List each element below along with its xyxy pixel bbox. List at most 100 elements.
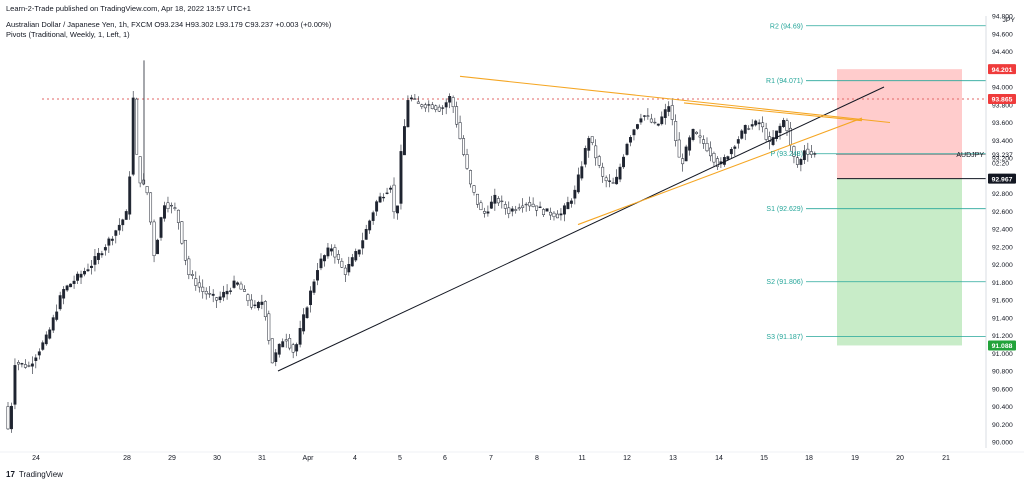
candle-body (277, 343, 281, 355)
candle-body (10, 405, 13, 430)
candle-body (583, 148, 587, 165)
triangle-upper-line (459, 75, 891, 124)
candle-body (336, 254, 340, 260)
candle-body (260, 301, 264, 305)
candle-body (152, 221, 156, 257)
price-tick-label: 93.400 (992, 138, 1013, 145)
candle-body (604, 177, 608, 182)
candle-body (451, 97, 455, 108)
pivot-label: S2 (91.806) (766, 279, 803, 286)
price-tick-label: 93.600 (992, 120, 1013, 127)
candle-body (190, 274, 194, 276)
candle-body (312, 281, 316, 293)
candle-body (361, 240, 365, 249)
candle-body (218, 296, 222, 301)
candle-body (792, 146, 796, 157)
pivot-lines (42, 25, 986, 338)
tradingview-branding: 17 TradingView (6, 470, 63, 479)
candle-body (284, 339, 288, 342)
trendline-drawings (277, 75, 891, 372)
symbol-label: AUDJPY (956, 152, 984, 159)
candle-body (256, 302, 260, 309)
candle-body (302, 314, 306, 332)
publish-info: Learn-2-Trade published on TradingView.c… (6, 4, 251, 13)
candle-body (173, 207, 177, 209)
candle-body (58, 295, 62, 310)
candle-body (590, 136, 594, 143)
candle-body (510, 208, 514, 212)
price-tag-box (988, 340, 1016, 351)
pivot-label: S1 (92.629) (766, 206, 803, 213)
candle-body (629, 137, 632, 143)
candle-body (566, 202, 570, 210)
candle-body (802, 150, 806, 161)
candle-body (795, 157, 799, 165)
candle-body (521, 205, 525, 208)
price-tick-label: 91.600 (992, 298, 1013, 305)
candle-body (211, 293, 215, 296)
candle-body (103, 247, 107, 251)
candle-body (270, 338, 274, 364)
candle-body (597, 156, 601, 166)
candle-body (444, 102, 448, 108)
candle-body (93, 256, 97, 265)
candle-body (263, 301, 267, 318)
candle-body (326, 247, 330, 257)
candle-body (79, 273, 83, 278)
candle-body (110, 238, 114, 241)
candle-body (622, 156, 625, 168)
price-tick-label: 90.800 (992, 369, 1013, 376)
candle-body (677, 139, 681, 158)
price-tick-label: 90.000 (992, 440, 1013, 447)
candle-body (496, 198, 500, 204)
candle-body (156, 239, 159, 255)
price-tick-label: 91.400 (992, 315, 1013, 322)
candle-body (402, 126, 406, 156)
candle-body (712, 153, 716, 163)
candle-body (663, 109, 667, 118)
price-tick-label: 92.400 (992, 227, 1013, 234)
candle-body (131, 97, 135, 175)
candle-body (225, 290, 229, 295)
candle-body (493, 194, 497, 204)
candle-body (441, 107, 445, 109)
candle-body (448, 96, 452, 103)
price-tick-label: 91.000 (992, 351, 1013, 358)
candle-body (764, 128, 768, 140)
candle-body (674, 121, 678, 141)
candle-body (90, 265, 93, 268)
price-tick-label: 90.600 (992, 386, 1013, 393)
candle-body (486, 211, 490, 214)
candle-body (757, 122, 761, 125)
candle-body (768, 136, 772, 142)
candle-body (239, 283, 243, 290)
candle-body (368, 220, 372, 231)
candle-body (288, 338, 292, 349)
candle-body (295, 344, 299, 352)
pivots-indicator-label[interactable]: Pivots (Traditional, Weekly, 1, Left, 1) (6, 30, 130, 39)
candle-body (329, 248, 333, 252)
candle-body (573, 189, 577, 199)
time-tick-label: 18 (805, 455, 813, 462)
candle-body (549, 211, 552, 216)
candle-body (413, 98, 417, 100)
candle-body (274, 352, 278, 362)
candle-body (34, 357, 38, 361)
candle-body (208, 293, 212, 295)
candle-body (253, 304, 257, 306)
candle-body (562, 205, 566, 215)
candle-body (180, 221, 184, 244)
time-tick-label: Apr (303, 455, 315, 462)
time-tick-label: 8 (535, 455, 539, 462)
candle-body (500, 200, 504, 203)
price-tick-label: 91.800 (992, 280, 1013, 287)
candle-body (458, 122, 462, 140)
candle-body (726, 156, 730, 160)
candle-body (482, 211, 486, 214)
price-tick-label: 92.000 (992, 262, 1013, 269)
candle-body (656, 123, 660, 126)
candle-body (813, 153, 817, 155)
candle-body (298, 328, 302, 345)
candle-body (517, 207, 521, 210)
